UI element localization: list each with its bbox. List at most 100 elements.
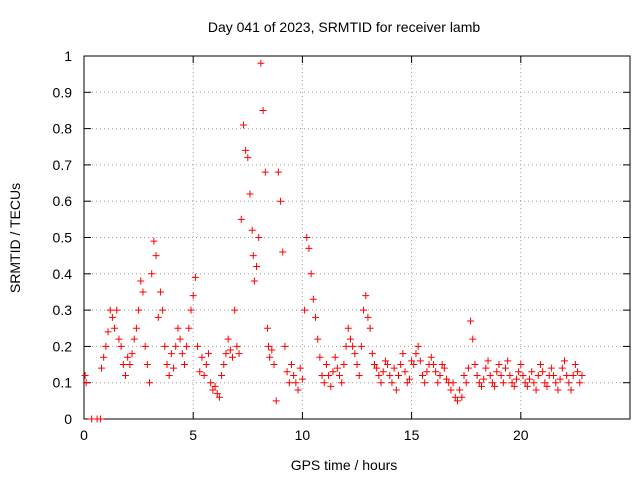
data-point [187, 306, 195, 314]
data-point [292, 379, 300, 387]
data-point [156, 288, 164, 296]
data-point [412, 350, 420, 358]
data-point [552, 379, 560, 387]
data-point [296, 364, 304, 372]
data-point [283, 368, 291, 376]
data-point [111, 324, 119, 332]
data-point [408, 357, 416, 365]
data-point [137, 277, 145, 285]
data-point [576, 379, 584, 387]
data-point [338, 379, 346, 387]
data-point [270, 361, 278, 369]
data-point [416, 357, 424, 365]
data-point [97, 364, 105, 372]
data-point [314, 335, 322, 343]
data-point [379, 368, 387, 376]
y-tick-label: 0.8 [53, 121, 73, 137]
data-point [213, 390, 221, 398]
data-point [285, 379, 293, 387]
data-point [495, 361, 503, 369]
x-tick-label: 20 [513, 427, 529, 443]
x-tick-label: 0 [80, 427, 88, 443]
data-point [128, 350, 136, 358]
data-point [218, 371, 226, 379]
data-point [231, 306, 239, 314]
data-point [447, 386, 455, 394]
data-point [462, 379, 470, 387]
data-point [132, 324, 140, 332]
data-point [386, 371, 394, 379]
data-point [322, 361, 330, 369]
data-point [480, 375, 488, 383]
data-point [508, 379, 516, 387]
data-point [578, 371, 586, 379]
data-point [265, 342, 273, 350]
data-point [349, 342, 357, 350]
data-point [541, 379, 549, 387]
data-point [196, 368, 204, 376]
data-point [202, 361, 210, 369]
data-point [366, 324, 374, 332]
data-point [438, 361, 446, 369]
data-point [141, 342, 149, 350]
data-point [346, 335, 354, 343]
data-point [244, 154, 252, 162]
data-point [96, 415, 104, 423]
data-point [364, 313, 372, 321]
data-point [130, 335, 138, 343]
data-point [421, 379, 429, 387]
data-point [355, 371, 363, 379]
data-point [249, 252, 257, 260]
data-point [563, 371, 571, 379]
data-point [290, 371, 298, 379]
data-point [477, 382, 485, 390]
data-point [287, 361, 295, 369]
data-point [253, 263, 261, 271]
data-point [180, 361, 188, 369]
data-point [565, 379, 573, 387]
data-point [497, 371, 505, 379]
data-point [329, 368, 337, 376]
data-point [279, 248, 287, 256]
data-point [277, 197, 285, 205]
y-tick-label: 0.9 [53, 84, 73, 100]
data-point [222, 350, 230, 358]
data-point [469, 335, 477, 343]
data-point [248, 226, 256, 234]
data-point [139, 288, 147, 296]
data-point [392, 386, 400, 394]
data-point [482, 364, 490, 372]
data-point [493, 368, 501, 376]
data-point [488, 379, 496, 387]
data-point [547, 364, 555, 372]
data-point [316, 353, 324, 361]
data-point [320, 379, 328, 387]
y-tick-label: 0.7 [53, 157, 73, 173]
data-point [161, 342, 169, 350]
data-point [165, 371, 173, 379]
data-point [246, 190, 254, 198]
data-point [373, 364, 381, 372]
data-point [401, 368, 409, 376]
data-point [502, 364, 510, 372]
data-point [135, 306, 143, 314]
data-point [143, 361, 151, 369]
data-point [113, 306, 121, 314]
data-point [471, 361, 479, 369]
data-point [242, 146, 250, 154]
data-point [124, 353, 132, 361]
data-point [394, 371, 402, 379]
y-tick-label: 0.5 [53, 230, 73, 246]
data-point [307, 270, 315, 278]
data-point [200, 371, 208, 379]
data-point [377, 379, 385, 387]
data-point [204, 350, 212, 358]
data-point [198, 353, 206, 361]
data-point [163, 361, 171, 369]
data-point [539, 368, 547, 376]
data-point [543, 382, 551, 390]
data-point [259, 106, 267, 114]
data-point [220, 361, 228, 369]
data-point [237, 215, 245, 223]
data-point [263, 324, 271, 332]
